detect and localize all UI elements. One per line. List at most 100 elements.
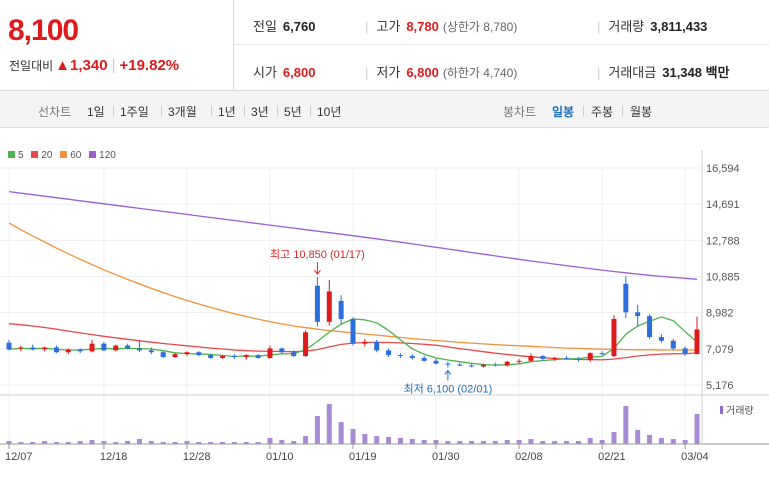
candle-body <box>148 350 154 353</box>
x-tick-label: 02/08 <box>515 451 543 463</box>
prev-close-label: 전일 <box>253 19 277 34</box>
candle-body <box>540 356 546 359</box>
high-cell: | 고가 8,780 (상한가 8,780) <box>365 19 518 34</box>
candle-body <box>113 345 119 351</box>
candle-body <box>30 347 36 350</box>
candle-body <box>326 291 332 322</box>
daily-candle-button[interactable]: 일봉 <box>552 105 575 119</box>
change-percent: +19.82% <box>119 57 180 74</box>
candle-body <box>421 357 427 361</box>
x-tick-label: 12/07 <box>5 451 33 463</box>
price-change: 전일대비 ▲1,340 | +19.82% <box>9 57 179 74</box>
x-tick-label: 01/10 <box>266 451 294 463</box>
amount-label: 거래대금 <box>608 65 657 80</box>
candle-body <box>42 347 48 350</box>
candle-body <box>77 349 83 352</box>
legend-swatch <box>89 151 97 158</box>
candle-body <box>552 357 558 359</box>
volume-label: 거래량 <box>608 19 645 34</box>
period-1y-button[interactable]: 1년 <box>218 105 236 119</box>
candle-body <box>599 353 605 355</box>
high-value: 8,780 <box>406 19 439 34</box>
open-cell: 시가 6,800 <box>253 62 315 81</box>
x-tick-label: 12/28 <box>183 451 211 463</box>
candle-body <box>53 347 59 353</box>
low-value: 6,800 <box>406 65 439 80</box>
candle-body <box>231 356 237 358</box>
period-5y-button[interactable]: 5년 <box>284 105 302 119</box>
volume-bar <box>291 441 297 444</box>
volume-bar <box>89 440 95 444</box>
candle-body <box>279 348 285 353</box>
period-1d-button[interactable]: 1일 <box>87 105 105 119</box>
volume-bar <box>314 416 320 444</box>
period-3y-button[interactable]: 3년 <box>251 105 269 119</box>
candle-body <box>694 329 700 355</box>
quote-panel: 8,100 전일대비 ▲1,340 | +19.82% 전일 6,760 | 고가 8,78… <box>0 0 769 91</box>
y-tick-label: 14,691 <box>706 199 740 211</box>
open-value: 6,800 <box>282 65 316 80</box>
volume-bar <box>397 438 403 444</box>
candle-body <box>18 347 24 349</box>
volume-bar <box>409 439 415 444</box>
volume-bar <box>623 406 629 444</box>
ma-legend: 5 20 60 120 <box>8 150 121 161</box>
volume-bar <box>540 441 546 444</box>
candle-body <box>362 341 368 344</box>
volume-bar <box>386 437 392 444</box>
volume-bar <box>504 440 510 444</box>
volume-bar <box>148 441 154 444</box>
volume-bar <box>267 438 273 444</box>
candle-body <box>480 364 486 367</box>
volume-bar <box>611 432 617 444</box>
low-label: 저가 <box>376 65 401 80</box>
candle-body <box>504 361 510 366</box>
volume-bar <box>65 442 71 444</box>
candle-body <box>101 343 107 351</box>
x-tick-label: 01/19 <box>349 451 377 463</box>
volume-bar <box>42 441 48 444</box>
volume-bar <box>670 439 676 444</box>
volume-bar <box>326 404 332 444</box>
volume-bar <box>18 442 24 444</box>
candle-body <box>303 332 309 357</box>
candle-chart-label: 봉차트 <box>503 105 537 119</box>
candle-body <box>564 357 570 359</box>
volume-cell: | 거래량 3,811,433 <box>597 19 708 34</box>
period-3m-button[interactable]: 3개월 <box>168 105 197 119</box>
legend-item: 60 <box>60 150 81 161</box>
monthly-candle-button[interactable]: 월봉 <box>630 105 653 119</box>
volume-bar <box>101 441 107 444</box>
volume-bar <box>492 441 498 444</box>
candle-body <box>658 337 664 341</box>
volume-bar <box>255 442 261 444</box>
candle-body <box>196 352 202 356</box>
volume-bar <box>208 442 214 444</box>
volume-bar <box>243 442 249 444</box>
candle-body <box>647 316 653 338</box>
up-arrow-icon <box>444 369 452 375</box>
volume-bar <box>362 434 368 444</box>
lower-limit: (하한가 4,740) <box>442 66 518 80</box>
legend-swatch <box>8 151 15 158</box>
period-10y-button[interactable]: 10년 <box>317 105 342 119</box>
period-1w-button[interactable]: 1주일 <box>120 105 149 119</box>
quote-row-divider <box>233 44 769 45</box>
volume-bar <box>279 440 285 444</box>
amount-unit: 백만 <box>705 65 730 80</box>
candle-body <box>160 352 166 357</box>
volume-bar <box>53 442 59 444</box>
volume-bar <box>77 441 83 444</box>
candle-body <box>291 352 297 357</box>
ma-120-line <box>8 190 698 280</box>
candle-body <box>314 285 320 322</box>
volume-legend-label: 거래량 <box>726 405 754 417</box>
candle-body <box>433 360 439 364</box>
weekly-candle-button[interactable]: 주봉 <box>591 105 614 119</box>
candle-body <box>65 349 71 353</box>
candle-body <box>587 353 593 360</box>
y-tick-label: 7,079 <box>706 344 734 356</box>
volume-bar <box>480 441 486 444</box>
candle-body <box>338 300 344 319</box>
